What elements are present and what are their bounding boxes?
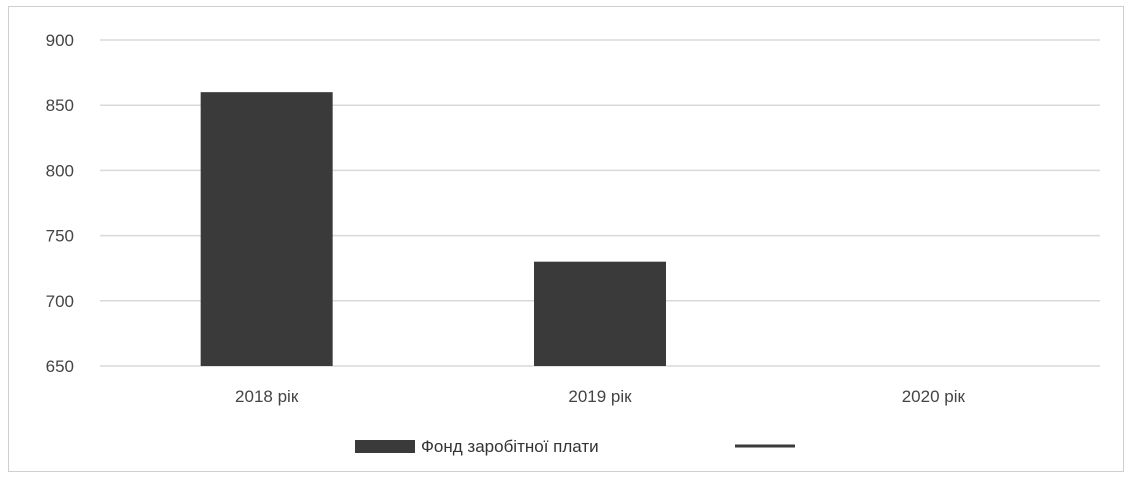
y-tick-label: 900 [46, 31, 74, 50]
y-tick-label: 850 [46, 96, 74, 115]
y-tick-label: 750 [46, 227, 74, 246]
chart-frame [8, 6, 1124, 472]
bar [200, 92, 333, 366]
bar [534, 261, 666, 366]
y-axis-ticks: 650 700 750 800 850 900 [46, 31, 74, 376]
legend-swatch-bar [355, 440, 415, 453]
legend: Фонд заробітної плати [355, 437, 795, 456]
x-tick-label: 2018 рік [235, 387, 299, 406]
x-axis-ticks: 2018 рік 2019 рік 2020 рік [235, 387, 965, 406]
bars [200, 92, 666, 366]
y-tick-label: 700 [46, 292, 74, 311]
y-tick-label: 650 [46, 357, 74, 376]
y-tick-label: 800 [46, 161, 74, 180]
x-tick-label: 2019 рік [568, 387, 632, 406]
legend-label-fond: Фонд заробітної плати [421, 437, 599, 456]
x-tick-label: 2020 рік [902, 387, 966, 406]
